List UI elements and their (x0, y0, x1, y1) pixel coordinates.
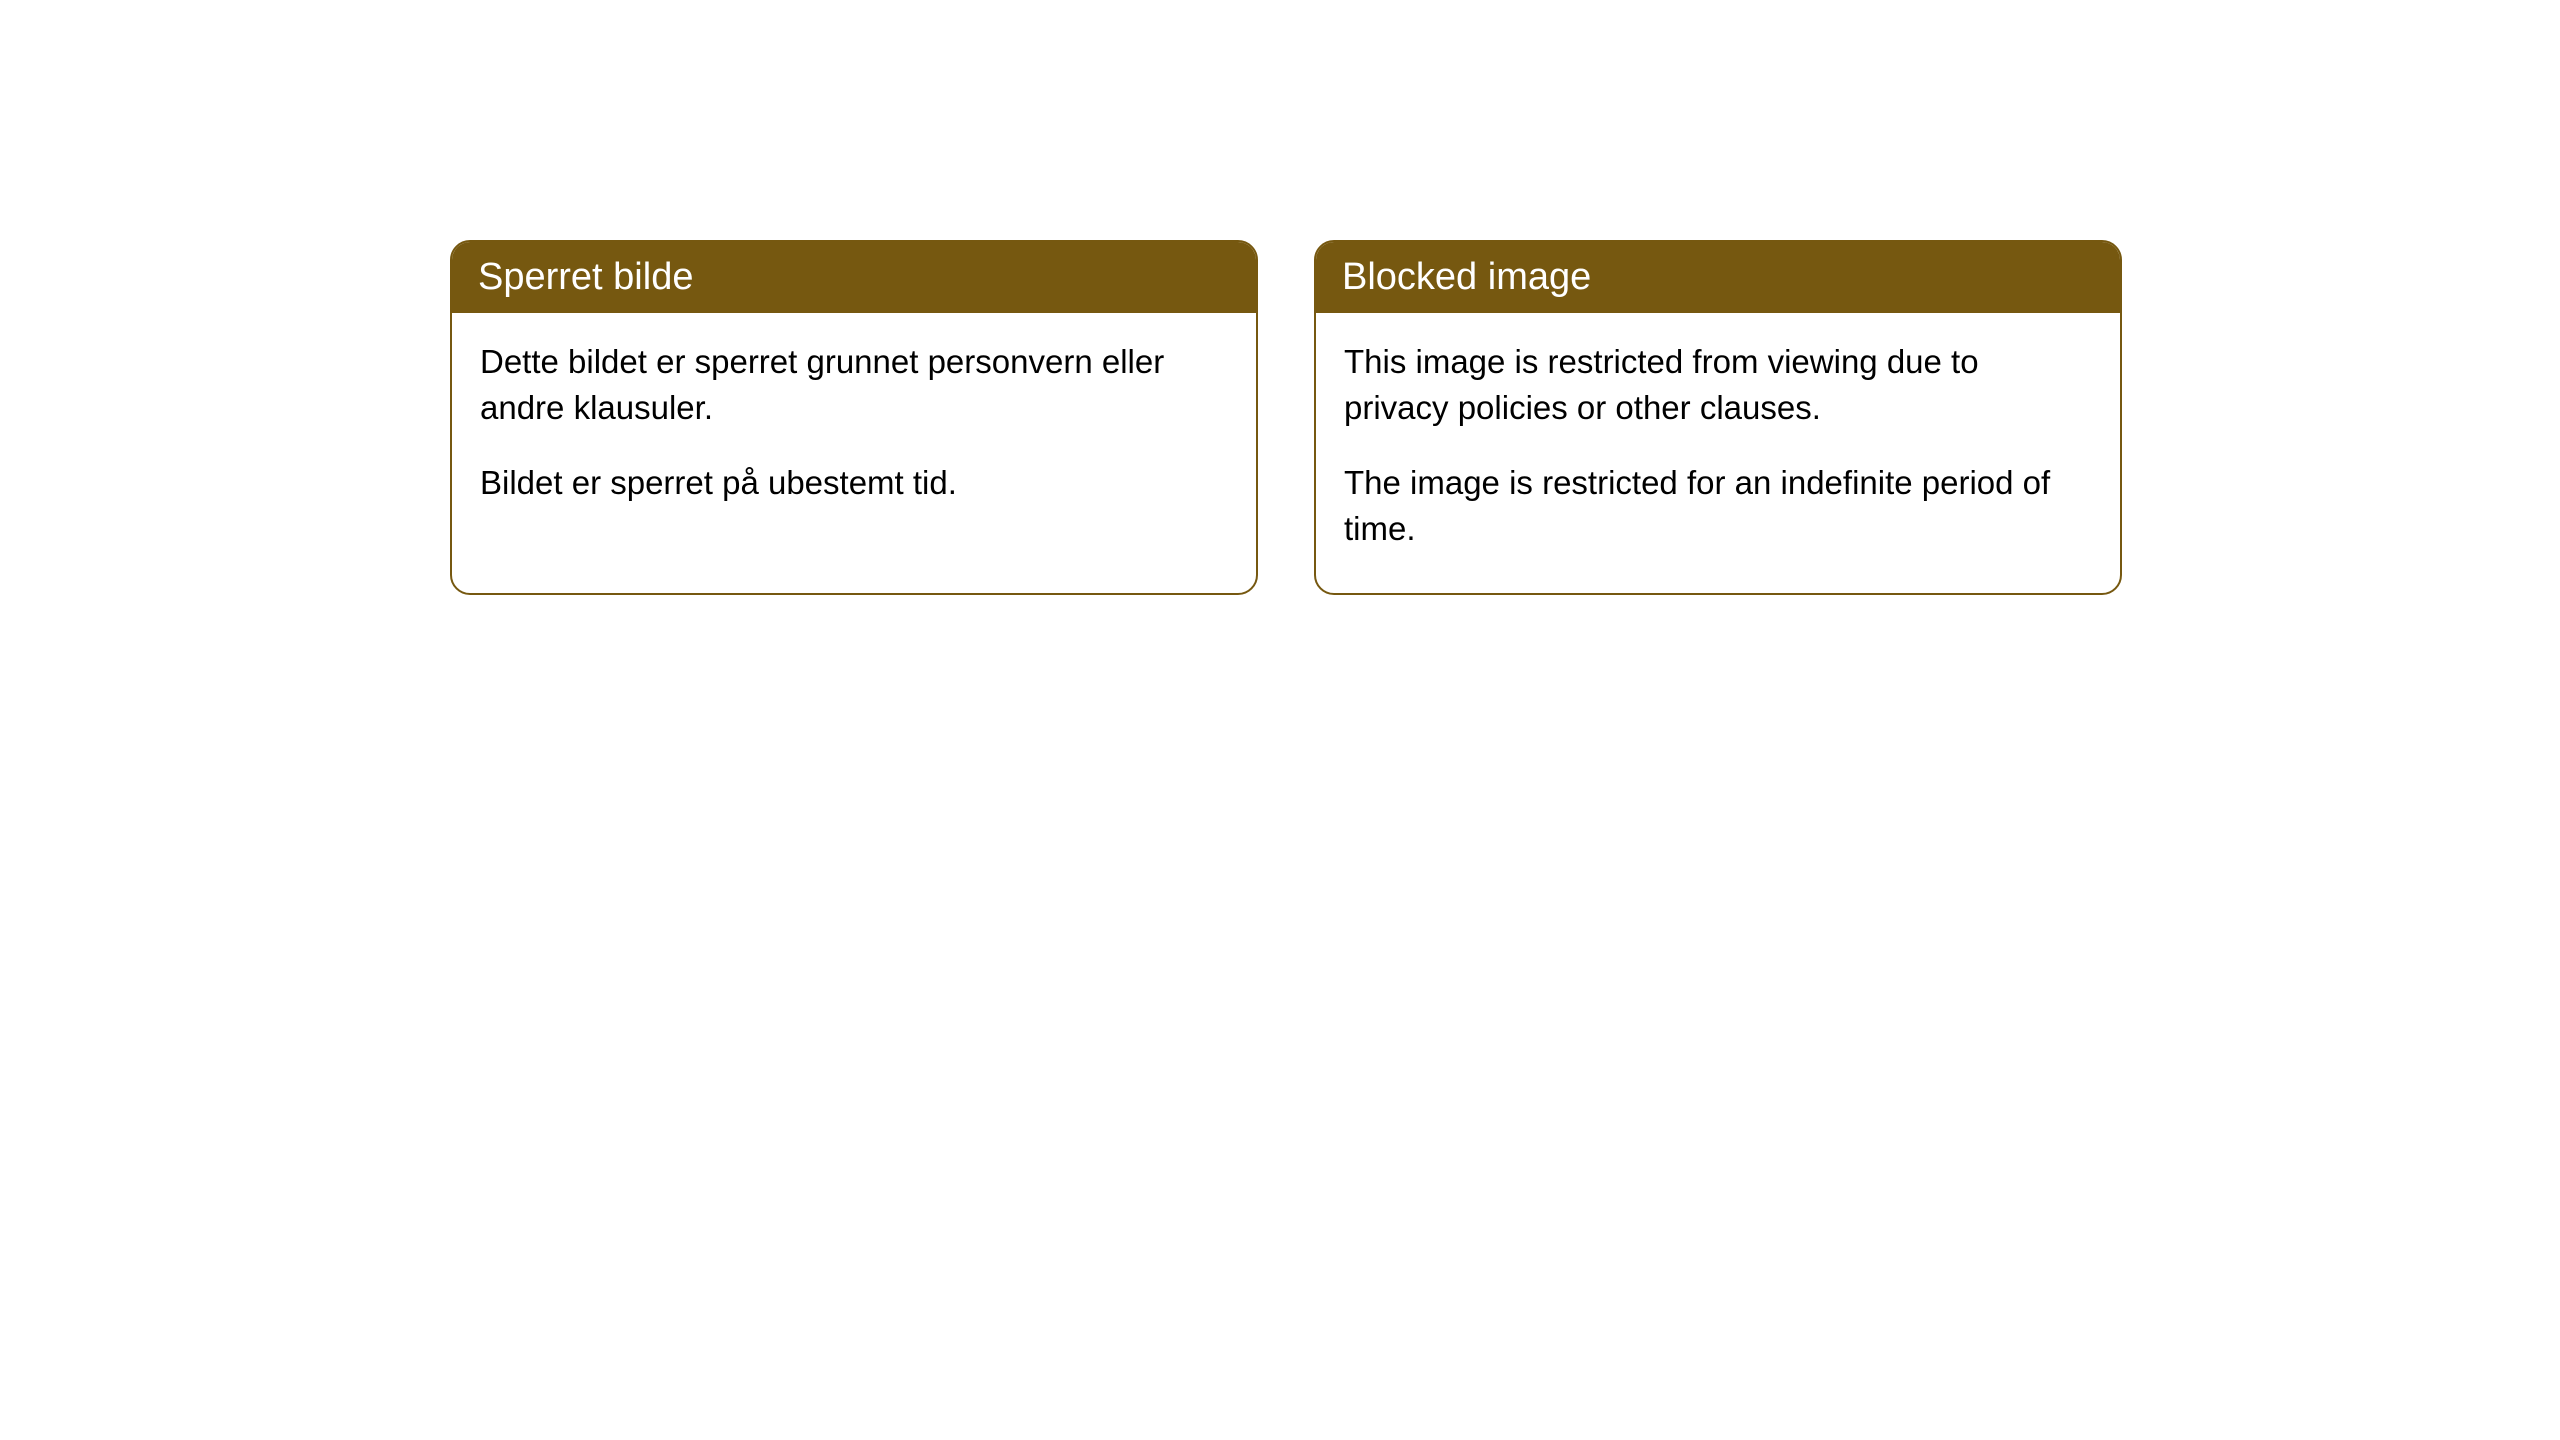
card-body-norwegian: Dette bildet er sperret grunnet personve… (452, 313, 1256, 548)
card-title: Blocked image (1342, 256, 1591, 298)
blocked-image-card-english: Blocked image This image is restricted f… (1314, 240, 2122, 595)
card-header-english: Blocked image (1316, 242, 2120, 313)
notice-cards-container: Sperret bilde Dette bildet er sperret gr… (0, 0, 2560, 595)
card-body-english: This image is restricted from viewing du… (1316, 313, 2120, 593)
notice-paragraph-2: Bildet er sperret på ubestemt tid. (480, 460, 1228, 506)
notice-paragraph-1: This image is restricted from viewing du… (1344, 339, 2092, 430)
card-title: Sperret bilde (478, 256, 693, 298)
blocked-image-card-norwegian: Sperret bilde Dette bildet er sperret gr… (450, 240, 1258, 595)
notice-paragraph-2: The image is restricted for an indefinit… (1344, 460, 2092, 551)
card-header-norwegian: Sperret bilde (452, 242, 1256, 313)
notice-paragraph-1: Dette bildet er sperret grunnet personve… (480, 339, 1228, 430)
